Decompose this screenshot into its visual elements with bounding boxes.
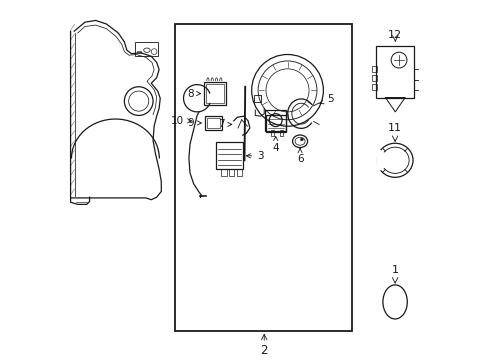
Bar [215, 142, 242, 169]
Text: 4: 4 [272, 136, 279, 153]
Bar [253, 95, 261, 102]
Text: 9: 9 [187, 118, 201, 128]
Bar [270, 130, 274, 135]
Text: 11: 11 [387, 123, 401, 134]
Bar [137, 50, 141, 53]
Bar [207, 118, 220, 128]
Text: 5: 5 [319, 94, 333, 104]
Text: 3: 3 [246, 151, 263, 161]
Text: 10: 10 [171, 116, 191, 126]
Circle shape [300, 138, 303, 141]
Bar [279, 130, 283, 135]
Text: 7: 7 [218, 120, 231, 129]
Bar [371, 66, 376, 72]
Text: 8: 8 [186, 89, 200, 99]
Bar [206, 84, 224, 103]
Text: 12: 12 [387, 30, 402, 40]
Bar [237, 168, 242, 176]
Bar [265, 116, 285, 132]
Bar [371, 75, 376, 81]
Text: 6: 6 [296, 148, 303, 164]
Text: 2: 2 [260, 344, 267, 357]
Bar [371, 84, 376, 90]
Bar [376, 45, 413, 98]
Text: 1: 1 [391, 265, 398, 275]
Bar [265, 110, 285, 131]
Bar [204, 116, 222, 130]
Bar [174, 24, 351, 330]
Bar [221, 168, 226, 176]
Wedge shape [375, 149, 394, 171]
Bar [204, 82, 225, 105]
Bar [135, 42, 158, 56]
Bar [228, 168, 234, 176]
